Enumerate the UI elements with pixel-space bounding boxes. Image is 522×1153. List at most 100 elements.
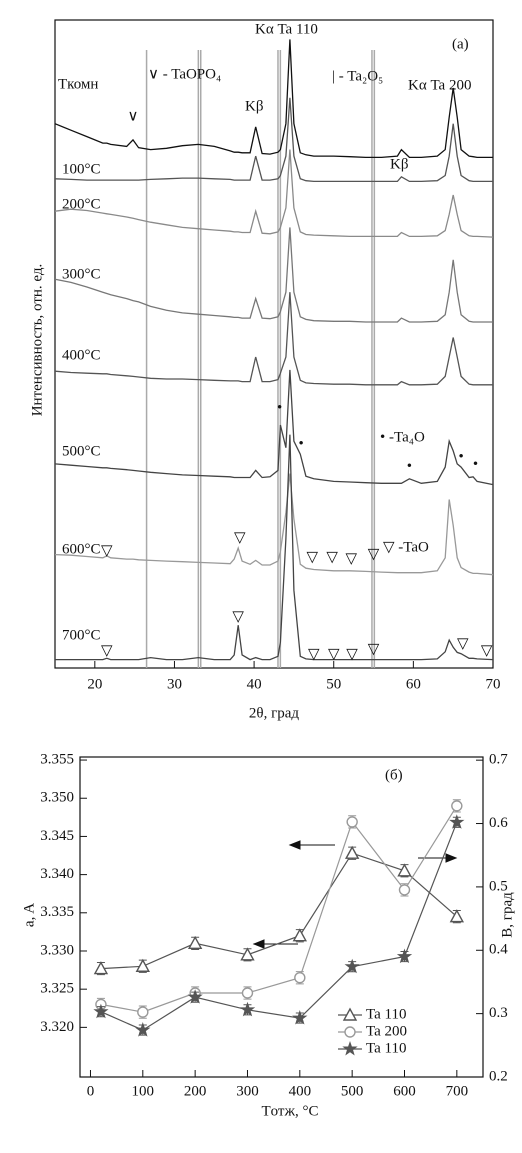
y2-axis-title: B, град xyxy=(499,892,515,938)
peak-mark: ▽ xyxy=(232,609,244,625)
spectrum-line xyxy=(54,227,493,323)
series-label: 400°C xyxy=(62,347,101,363)
x-tick-label: 500 xyxy=(341,1083,364,1099)
x-axis-title: 2θ, град xyxy=(249,705,299,721)
y-axis-title: Интенсивность, отн. ед. xyxy=(29,264,45,417)
y-tick-label: 3.350 xyxy=(40,790,74,806)
y2-tick-label: 0.7 xyxy=(489,752,508,768)
peak-mark: • xyxy=(298,436,303,452)
y-tick-label: 3.335 xyxy=(40,904,74,920)
spectrum-line xyxy=(54,473,494,576)
peak-mark: ▽ xyxy=(457,636,469,652)
annotation: • -Ta₄O xyxy=(380,429,425,445)
peak-mark: ▽ xyxy=(481,643,493,659)
x-tick-label: 0 xyxy=(87,1083,95,1099)
series-label: Tкомн xyxy=(58,76,98,92)
peak-mark: ▽ xyxy=(326,549,338,565)
peak-mark: ▽ xyxy=(346,646,358,662)
peak-mark: ▽ xyxy=(101,543,113,559)
marker xyxy=(346,816,358,828)
spectrum-line xyxy=(54,369,494,486)
marker xyxy=(396,948,413,964)
annotation: | - Ta₂O₅ xyxy=(332,68,383,84)
peak-mark: ▽ xyxy=(368,641,380,657)
marker xyxy=(449,909,465,923)
marker xyxy=(93,961,109,975)
y2-tick-label: 0.6 xyxy=(489,815,508,831)
annotation: Kβ xyxy=(245,98,263,114)
marker xyxy=(135,958,150,972)
plot-frame xyxy=(79,756,484,1078)
peak-mark: ▽ xyxy=(368,547,380,563)
marker xyxy=(397,863,412,877)
spectrum-line xyxy=(54,39,493,159)
series-label: 200°C xyxy=(62,196,101,212)
peak-mark: ▽ xyxy=(101,643,113,659)
arrows xyxy=(252,840,458,949)
spectrum-line xyxy=(54,292,493,386)
annotation: Kα Ta 110 xyxy=(255,21,318,37)
marker xyxy=(187,989,203,1004)
plot-frame xyxy=(54,19,494,669)
marker xyxy=(93,1003,109,1019)
x-tick-label: 50 xyxy=(326,676,341,692)
peak-mark: ▽ xyxy=(345,551,357,567)
marker xyxy=(240,947,255,961)
marker xyxy=(342,1007,358,1021)
y-tick-label: 3.355 xyxy=(40,751,74,767)
marker xyxy=(344,1026,356,1038)
y2-tick-label: 0.3 xyxy=(489,1005,508,1021)
x-tick-label: 700 xyxy=(446,1083,469,1099)
peak-mark: • xyxy=(459,449,464,465)
x-tick-label: 20 xyxy=(87,676,102,692)
marker xyxy=(344,958,360,974)
marker xyxy=(449,814,465,829)
y-axis-title: a, A xyxy=(21,903,37,927)
x-axis-title: Tотж, °C xyxy=(261,1103,318,1119)
x-tick-label: 200 xyxy=(184,1083,207,1099)
peak-mark: ▽ xyxy=(328,646,340,662)
peak-mark: ▽ xyxy=(306,549,318,565)
annotation: Kβ xyxy=(390,156,408,172)
x-tick-label: 40 xyxy=(247,676,262,692)
arrow-head xyxy=(288,840,301,850)
spectrum-line xyxy=(54,97,493,183)
legend-label: Ta 200 xyxy=(366,1023,407,1039)
marker xyxy=(239,1001,256,1017)
marker xyxy=(344,845,360,859)
series-line xyxy=(100,822,458,1031)
x-tick-label: 60 xyxy=(406,676,421,692)
series-label: 600°C xyxy=(62,541,101,557)
marker xyxy=(294,972,306,984)
peak-mark: ▽ xyxy=(234,530,246,546)
y-tick-label: 3.345 xyxy=(40,828,74,844)
y-tick-label: 3.330 xyxy=(40,942,74,958)
arrow-head xyxy=(252,939,265,949)
annotation: (б) xyxy=(385,767,403,783)
x-tick-label: 30 xyxy=(167,676,182,692)
x-tick-label: 300 xyxy=(236,1083,259,1099)
annotation: (a) xyxy=(452,36,469,52)
marker xyxy=(241,987,254,999)
legend-label: Ta 110 xyxy=(366,1040,406,1056)
peak-mark: • xyxy=(407,459,412,475)
series-label: 300°C xyxy=(62,266,101,282)
legend-label: Ta 110 xyxy=(366,1006,406,1022)
marker xyxy=(451,800,463,812)
annotation: ▽ -TaO xyxy=(383,539,429,555)
y2-tick-label: 0.4 xyxy=(489,942,508,958)
annotation: Kα Ta 200 xyxy=(408,77,471,93)
marker xyxy=(292,1010,308,1025)
series-line xyxy=(100,805,458,1013)
marker xyxy=(187,935,203,950)
series-label: 500°C xyxy=(62,443,101,459)
y-tick-label: 3.320 xyxy=(40,1019,74,1035)
arrow-head xyxy=(445,853,458,863)
x-tick-label: 70 xyxy=(486,676,501,692)
marker xyxy=(137,1006,149,1018)
series-label: 700°C xyxy=(62,627,101,643)
peak-mark: • xyxy=(277,400,282,416)
series-line xyxy=(100,852,458,970)
y2-tick-label: 0.5 xyxy=(489,878,508,894)
